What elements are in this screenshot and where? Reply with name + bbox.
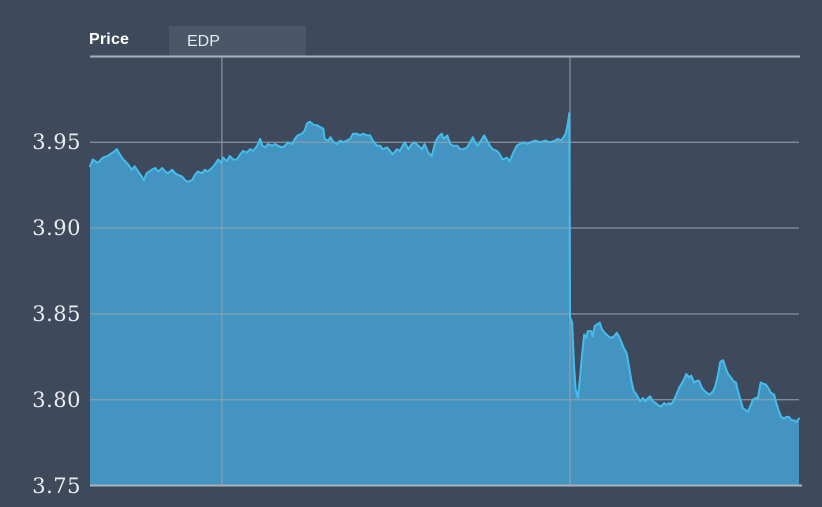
price-area-fill bbox=[90, 113, 799, 486]
y-tick-label: 3.80 bbox=[32, 387, 81, 412]
chart-plot-area[interactable] bbox=[90, 57, 799, 486]
symbol-tab-edp[interactable]: EDP bbox=[169, 26, 306, 57]
panel-title: Price bbox=[89, 31, 130, 48]
y-tick-label: 3.75 bbox=[32, 473, 81, 498]
y-tick-label: 3.90 bbox=[32, 216, 81, 241]
y-tick-label: 3.95 bbox=[32, 130, 81, 155]
symbol-tab-label: EDP bbox=[187, 33, 220, 50]
price-line bbox=[89, 112, 800, 423]
y-tick-label: 3.85 bbox=[32, 301, 81, 326]
y-axis-labels: 3.95 3.90 3.85 3.80 3.75 bbox=[0, 0, 82, 507]
